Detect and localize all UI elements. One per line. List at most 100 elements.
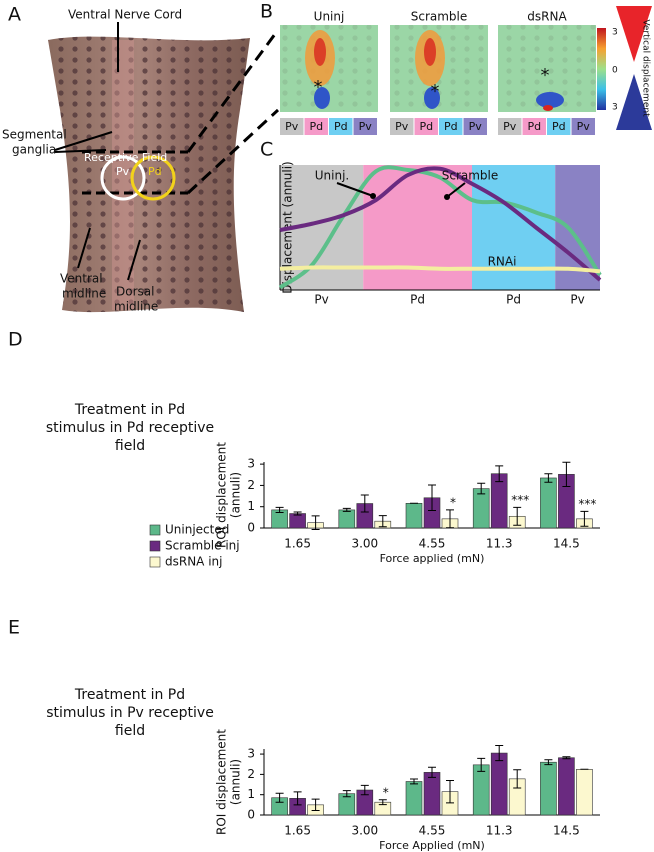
y-tick-label: 0 bbox=[247, 521, 255, 535]
error-bar bbox=[378, 515, 387, 528]
colorbar-title: Vertical displacement bbox=[641, 19, 651, 117]
error-bar bbox=[428, 766, 436, 778]
error-bar bbox=[360, 784, 369, 796]
label: Segmental bbox=[2, 128, 67, 142]
heatmap-blob bbox=[543, 105, 553, 111]
label: Pd bbox=[148, 165, 162, 178]
arrow bbox=[336, 182, 374, 197]
arrow bbox=[446, 182, 466, 198]
error-bar bbox=[495, 465, 504, 483]
y-tick-label: 1 bbox=[247, 499, 255, 513]
error-bar bbox=[428, 484, 436, 512]
line bbox=[279, 265, 601, 274]
bar bbox=[490, 752, 508, 816]
bar bbox=[423, 772, 441, 816]
leech-photo bbox=[48, 6, 652, 313]
arrow-head bbox=[444, 194, 450, 200]
strip-cell bbox=[547, 118, 571, 135]
panel-label: C bbox=[260, 139, 273, 161]
side-text: stimulus in Pd receptive bbox=[46, 420, 214, 436]
label: Receptive Field bbox=[84, 151, 167, 164]
panel-label: B bbox=[260, 1, 273, 23]
error-bar bbox=[544, 759, 553, 766]
error-bar bbox=[410, 778, 418, 785]
heatmap-title: Scramble bbox=[411, 10, 468, 24]
x-axis-label: Force Applied (mN) bbox=[379, 839, 485, 852]
error-bar bbox=[544, 473, 553, 483]
strip-cell bbox=[498, 118, 522, 135]
panel-label: E bbox=[8, 617, 20, 639]
y-tick-label: 3 bbox=[247, 747, 255, 761]
strip-cell bbox=[329, 118, 353, 135]
colorbar-label: 0 bbox=[612, 66, 618, 76]
strip-label: Pv bbox=[359, 120, 373, 133]
error-bar bbox=[477, 757, 486, 772]
strip-cell bbox=[353, 118, 377, 135]
label: ganglia bbox=[12, 143, 56, 157]
error-bar bbox=[275, 792, 284, 803]
panel-label: D bbox=[8, 329, 23, 351]
legend-swatch bbox=[149, 556, 161, 568]
y-tick-label: 1 bbox=[247, 787, 255, 801]
strip-label: Pd bbox=[552, 120, 566, 133]
error-bar bbox=[293, 511, 302, 516]
legend-label: dsRNA inj bbox=[165, 555, 222, 569]
x-axis-label: Force applied (mN) bbox=[380, 552, 485, 565]
bar bbox=[289, 513, 306, 529]
region bbox=[472, 165, 556, 290]
y-tick-label: 0 bbox=[247, 808, 255, 822]
error-bar bbox=[342, 790, 351, 798]
x-tick-label: 14.5 bbox=[553, 824, 580, 838]
line-label: Uninj. bbox=[315, 169, 349, 183]
heatmap-title: dsRNA bbox=[527, 10, 567, 24]
colorbar-label: 3 bbox=[612, 103, 618, 113]
side-text: field bbox=[115, 723, 145, 739]
error-bar bbox=[446, 509, 454, 529]
bar bbox=[472, 764, 490, 816]
significance: * bbox=[450, 495, 456, 509]
bar bbox=[405, 781, 423, 816]
side-text: Treatment in Pd bbox=[74, 402, 185, 418]
x-tick-label: 11.3 bbox=[486, 824, 513, 838]
error-bar bbox=[580, 510, 589, 527]
panel-label: A bbox=[8, 4, 21, 26]
error-bar bbox=[293, 791, 302, 806]
bar bbox=[540, 477, 557, 529]
y-axis-label: ROI displacement bbox=[215, 729, 229, 835]
label: Pv bbox=[116, 165, 130, 178]
error-bar bbox=[342, 507, 351, 512]
side-text: field bbox=[115, 438, 145, 454]
error-bar bbox=[513, 506, 522, 526]
label: Ventral bbox=[60, 272, 103, 286]
line-label: RNAi bbox=[488, 255, 517, 269]
x-tick-label: 11.3 bbox=[486, 537, 513, 551]
strip-label: Pd bbox=[444, 120, 458, 133]
strip-label: Pd bbox=[309, 120, 323, 133]
side-text: stimulus in Pv receptive bbox=[46, 705, 214, 721]
heatmap-blob bbox=[424, 38, 436, 66]
strip-label: Pv bbox=[503, 120, 517, 133]
significance: * bbox=[383, 785, 389, 799]
legend-swatch bbox=[149, 540, 161, 552]
bar bbox=[576, 769, 593, 816]
line bbox=[279, 166, 602, 282]
strip-label: Pv bbox=[577, 120, 591, 133]
strip-cell bbox=[571, 118, 595, 135]
region bbox=[363, 165, 472, 290]
bar bbox=[338, 509, 356, 529]
bar bbox=[472, 488, 490, 529]
region-label: Pv bbox=[570, 293, 584, 307]
strip-label: Pd bbox=[419, 120, 433, 133]
line-label: Scramble bbox=[442, 169, 499, 183]
x-tick-label: 4.55 bbox=[419, 537, 446, 551]
line bbox=[278, 165, 602, 290]
strip-label: Pv bbox=[285, 120, 299, 133]
heatmap-blob bbox=[314, 38, 326, 66]
label: Dorsal bbox=[116, 285, 154, 299]
error-bar bbox=[495, 745, 504, 762]
strip-cell bbox=[390, 118, 414, 135]
strip-label: Pv bbox=[395, 120, 409, 133]
region-label: Pd bbox=[506, 293, 521, 307]
error-bar bbox=[378, 799, 387, 806]
marker: * bbox=[541, 65, 550, 86]
